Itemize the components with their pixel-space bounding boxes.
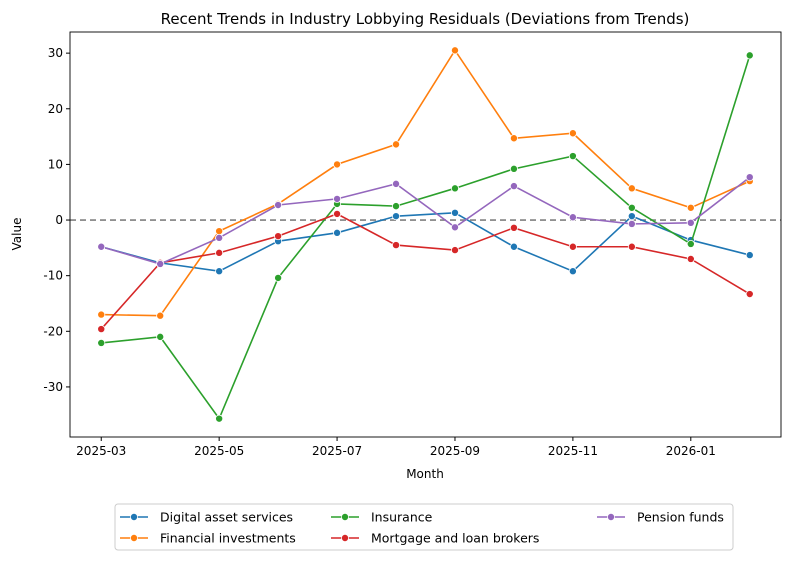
data-point — [215, 267, 224, 276]
data-point — [215, 248, 224, 257]
data-point — [156, 332, 165, 341]
data-point — [274, 201, 283, 210]
x-tick-label: 2025-07 — [312, 444, 362, 458]
data-point — [274, 273, 283, 282]
legend-label: Insurance — [371, 510, 433, 525]
x-axis-label: Month — [406, 467, 444, 481]
series-line — [100, 213, 751, 330]
legend-label: Digital asset services — [160, 510, 293, 525]
series-insurance — [97, 51, 754, 423]
x-tick-label: 2025-03 — [76, 444, 126, 458]
data-point — [215, 414, 224, 423]
data-point — [509, 164, 518, 173]
data-point — [686, 203, 695, 212]
legend-label: Pension funds — [637, 510, 724, 525]
data-point — [627, 184, 636, 193]
data-point — [333, 160, 342, 169]
data-point — [509, 223, 518, 232]
data-point — [333, 194, 342, 203]
data-point — [392, 179, 401, 188]
data-point — [450, 223, 459, 232]
y-tick-label: -20 — [43, 324, 63, 338]
data-point — [568, 213, 577, 222]
series-pension-funds — [97, 173, 754, 268]
series-financial-investments — [97, 46, 754, 320]
y-tick-label: -30 — [43, 380, 63, 394]
legend: Digital asset services Financial investme… — [114, 503, 734, 551]
data-point — [274, 232, 283, 241]
data-point — [627, 212, 636, 221]
data-point — [450, 208, 459, 217]
data-point — [156, 311, 165, 320]
data-point — [745, 51, 754, 60]
data-point — [97, 325, 106, 334]
x-tick-label: 2025-11 — [548, 444, 598, 458]
y-tick-label: 30 — [48, 46, 63, 60]
series-line — [101, 55, 751, 421]
data-point — [97, 338, 106, 347]
data-point — [627, 242, 636, 251]
data-point — [333, 209, 342, 218]
data-point — [97, 310, 106, 319]
series-line — [101, 176, 751, 265]
legend-label: Mortgage and loan brokers — [371, 531, 539, 546]
legend-label: Financial investments — [160, 531, 296, 546]
legend-marker — [129, 534, 138, 543]
plot-area: -30 -20 -10 0 10 20 30 2025-03 2025-05 2025-07 202… — [43, 46, 781, 458]
data-point — [215, 233, 224, 242]
series-line — [101, 48, 751, 317]
data-point — [509, 242, 518, 251]
data-point — [568, 267, 577, 276]
data-point — [333, 228, 342, 237]
legend-frame — [114, 503, 734, 551]
legend-marker — [129, 513, 138, 522]
y-tick-label: -10 — [43, 269, 63, 283]
legend-item: Insurance — [331, 510, 433, 525]
y-tick-label: 20 — [48, 102, 63, 116]
data-point — [450, 46, 459, 55]
y-tick-label: 10 — [48, 157, 63, 171]
data-point — [686, 218, 695, 227]
legend-marker — [340, 513, 349, 522]
data-point — [686, 254, 695, 263]
axes-frame — [69, 31, 782, 438]
data-point — [745, 251, 754, 260]
data-point — [745, 173, 754, 182]
series-mortgage-and-loan-brokers — [97, 209, 754, 334]
data-point — [392, 140, 401, 149]
data-point — [450, 184, 459, 193]
x-tick-label: 2025-05 — [194, 444, 244, 458]
data-point — [392, 202, 401, 211]
data-point — [568, 129, 577, 138]
data-point — [745, 290, 754, 299]
x-tick-label: 2026-01 — [666, 444, 716, 458]
chart-title: Recent Trends in Industry Lobbying Resid… — [161, 10, 690, 28]
x-tick-label: 2025-09 — [430, 444, 480, 458]
legend-item: Mortgage and loan brokers — [331, 531, 539, 546]
data-point — [686, 239, 695, 248]
data-point — [97, 242, 106, 251]
legend-marker — [340, 534, 349, 543]
data-point — [392, 241, 401, 250]
data-point — [568, 242, 577, 251]
data-point — [627, 203, 636, 212]
data-point — [156, 259, 165, 268]
legend-marker — [607, 513, 616, 522]
data-point — [392, 212, 401, 221]
y-tick-label: 0 — [55, 213, 63, 227]
data-point — [215, 227, 224, 236]
data-point — [568, 152, 577, 161]
legend-item: Financial investments — [120, 531, 296, 546]
data-point — [509, 134, 518, 143]
data-point — [509, 182, 518, 191]
legend-item: Pension funds — [597, 510, 724, 525]
y-axis-label: Value — [10, 218, 24, 251]
series-line — [101, 211, 750, 273]
data-point — [450, 246, 459, 255]
legend-item: Digital asset services — [120, 510, 293, 525]
data-point — [627, 219, 636, 228]
